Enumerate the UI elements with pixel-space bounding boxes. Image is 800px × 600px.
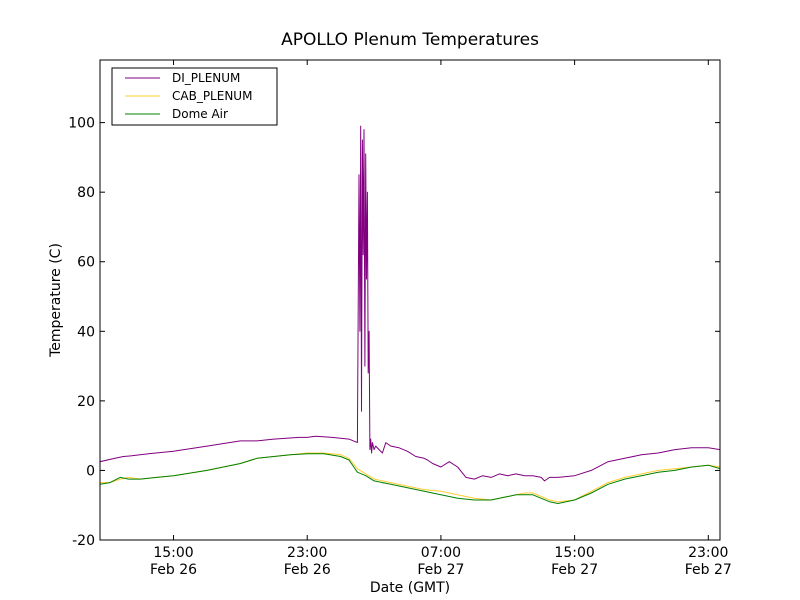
- x-tick-label-time: 07:00: [421, 545, 461, 561]
- legend-label: CAB_PLENUM: [172, 89, 252, 103]
- x-tick-label-time: 23:00: [287, 545, 327, 561]
- y-tick-label: 100: [68, 116, 95, 132]
- plot-frame: [99, 59, 721, 541]
- y-tick-label: 60: [77, 255, 95, 271]
- y-tick-label: -20: [72, 533, 95, 549]
- plot-area: [99, 59, 721, 541]
- chart-title: APOLLO Plenum Temperatures: [281, 30, 539, 50]
- y-axis-label: Temperature (C): [48, 243, 64, 358]
- x-tick-label-time: 15:00: [153, 545, 193, 561]
- y-tick-label: 80: [77, 185, 95, 201]
- series-line-dome-air: [100, 453, 720, 504]
- y-tick-label: 40: [77, 324, 95, 340]
- x-tick-label-date: Feb 27: [685, 562, 732, 578]
- legend-label: Dome Air: [172, 107, 228, 121]
- y-axis: -20 0 20 40 60 80 100: [68, 116, 720, 549]
- series-line-di-plenum: [100, 125, 720, 482]
- legend: DI_PLENUM CAB_PLENUM Dome Air: [111, 67, 278, 126]
- series-layer: [100, 125, 720, 504]
- x-tick-label-date: Feb 26: [150, 562, 197, 578]
- x-axis-label: Date (GMT): [370, 580, 450, 596]
- x-tick-label-time: 23:00: [688, 545, 728, 561]
- x-tick-label-date: Feb 27: [551, 562, 598, 578]
- y-tick-label: 0: [86, 463, 95, 479]
- x-tick-label-date: Feb 26: [284, 562, 331, 578]
- x-tick-label-time: 15:00: [554, 545, 594, 561]
- legend-label: DI_PLENUM: [172, 71, 240, 85]
- x-tick-label-date: Feb 27: [417, 562, 464, 578]
- y-tick-label: 20: [77, 394, 95, 410]
